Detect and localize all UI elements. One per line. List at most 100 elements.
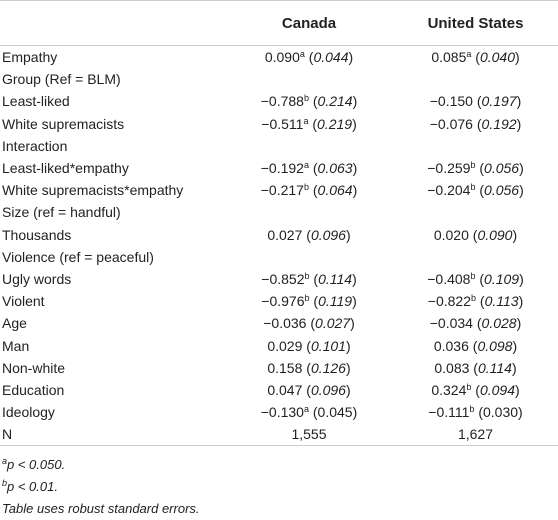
table-row: Interaction (0, 135, 558, 157)
note-marker: a (2, 456, 8, 467)
significance-marker: b (304, 293, 310, 304)
table-row: White supremacists −0.511a (0.219) −0.076 … (0, 113, 558, 135)
row-label: Least-liked*empathy (2, 160, 129, 177)
regression-table: Canada United States Empathy 0.090a (0.04… (0, 0, 558, 447)
cell-united-states: 0.020 (0.090) (433, 226, 518, 243)
table-notes: ap < 0.050. bp < 0.01. Table uses robust s… (0, 446, 558, 520)
significance-marker: b (303, 93, 309, 104)
standard-error: 0.094 (479, 381, 515, 398)
standard-error: 0.090 (477, 226, 513, 243)
coef-value: −0.192 (260, 160, 304, 177)
coef-value: 0.324 (431, 381, 467, 398)
significance-marker: b (470, 182, 476, 193)
cell-united-states: 0.036 (0.098) (433, 337, 518, 354)
coef-value: −0.259 (427, 160, 471, 177)
cell-united-states: −0.034 (0.028) (429, 315, 522, 332)
cell-canada (225, 201, 393, 223)
note-line: bp < 0.01. (2, 476, 558, 498)
table-row: White supremacists*empathy −0.217b (0.064… (0, 179, 558, 201)
significance-marker: b (304, 270, 310, 281)
header-label-column (0, 0, 225, 46)
cell-canada: 0.029 (0.101) (267, 337, 351, 354)
cell-canada (225, 68, 393, 90)
standard-error: 0.214 (317, 93, 353, 110)
table-row: Least-liked*empathy −0.192a (0.063) −0.259… (0, 157, 558, 179)
table-row: Empathy 0.090a (0.044) 0.085a (0.040) (0, 46, 558, 69)
table-body: Empathy 0.090a (0.044) 0.085a (0.040) Group… (0, 46, 558, 447)
coef-value: −0.204 (427, 182, 471, 199)
table-row: Education 0.047 (0.096) 0.324b (0.094) (0, 379, 558, 401)
table-row: Size (ref = handful) (0, 201, 558, 223)
cell-united-states: 0.324b (0.094) (431, 381, 520, 398)
significance-marker: b (303, 182, 309, 193)
row-label: Thousands (2, 226, 72, 243)
significance-marker: b (470, 270, 476, 281)
cell-canada: −0.852b (0.114) (261, 270, 357, 287)
row-label: White supremacists (2, 115, 125, 132)
coef-value: −0.217 (260, 182, 304, 199)
coef-value: 0.083 (434, 359, 470, 376)
standard-error: 0.114 (318, 270, 353, 287)
coef-value: −0.822 (427, 293, 471, 310)
coef-value: −0.511 (261, 115, 304, 132)
significance-marker: b (470, 160, 476, 171)
row-label: Non-white (2, 359, 66, 376)
standard-error: 0.044 (313, 49, 349, 66)
table-row: Violence (ref = peaceful) (0, 246, 558, 268)
note-text: p < 0.01. (7, 479, 58, 495)
note-line: ap < 0.050. (2, 454, 558, 476)
table-header-row: Canada United States (0, 0, 558, 46)
note-text: Table uses robust standard errors. (2, 501, 200, 517)
significance-marker: a (303, 160, 309, 171)
cell-united-states (393, 201, 558, 223)
cell-united-states: −0.822b (0.113) (427, 293, 524, 310)
cell-canada: −0.788b (0.214) (260, 93, 358, 110)
coef-value: 0.036 (433, 337, 469, 354)
cell-canada: −0.217b (0.064) (260, 182, 358, 199)
row-label: Size (ref = handful) (2, 204, 121, 221)
standard-error: 0.056 (484, 182, 520, 199)
significance-marker: a (299, 49, 305, 60)
standard-error: 0.040 (479, 49, 515, 66)
cell-canada: 1,555 (225, 423, 393, 447)
table-row: Man 0.029 (0.101) 0.036 (0.098) (0, 334, 558, 356)
coef-value: 0.085 (431, 49, 467, 66)
cell-canada: −0.976b (0.119) (261, 293, 357, 310)
standard-error: 0.096 (310, 381, 346, 398)
row-label: Ideology (2, 404, 55, 421)
row-label: Man (2, 337, 30, 354)
row-label: Age (2, 315, 27, 332)
table-row: Thousands 0.027 (0.096) 0.020 (0.090) (0, 224, 558, 246)
coef-value: 0.020 (433, 226, 469, 243)
cell-united-states: −0.076 (0.192) (429, 115, 522, 132)
coef-value: 0.027 (267, 226, 303, 243)
significance-marker: a (303, 404, 309, 415)
row-label: Violent (2, 293, 45, 310)
row-label: N (0, 423, 225, 447)
cell-canada (225, 135, 393, 157)
standard-error: 0.113 (484, 293, 519, 310)
standard-error: 0.045 (317, 404, 353, 421)
coef-value: −0.408 (427, 270, 471, 287)
row-label: Violence (ref = peaceful) (2, 248, 154, 265)
cell-united-states: −0.204b (0.056) (427, 182, 524, 199)
cell-canada: −0.036 (0.027) (263, 315, 355, 332)
cell-canada: −0.511a (0.219) (261, 115, 357, 132)
significance-marker: b (466, 381, 472, 392)
row-label: Education (2, 381, 65, 398)
coef-value: −0.788 (260, 93, 304, 110)
standard-error: 0.109 (484, 270, 520, 287)
coef-value: −0.076 (429, 115, 473, 132)
cell-united-states: −0.111b (0.030) (428, 404, 523, 421)
standard-error: 0.126 (310, 359, 346, 376)
header-united-states: United States (393, 0, 558, 46)
table-row: N 1,555 1,627 (0, 423, 558, 447)
standard-error: 0.028 (481, 315, 517, 332)
standard-error: 0.056 (484, 160, 520, 177)
coef-value: 0.158 (267, 359, 303, 376)
coef-value: 0.029 (267, 337, 303, 354)
cell-canada: −0.192a (0.063) (260, 160, 358, 177)
standard-error: 0.197 (481, 93, 517, 110)
note-marker: b (2, 478, 8, 489)
